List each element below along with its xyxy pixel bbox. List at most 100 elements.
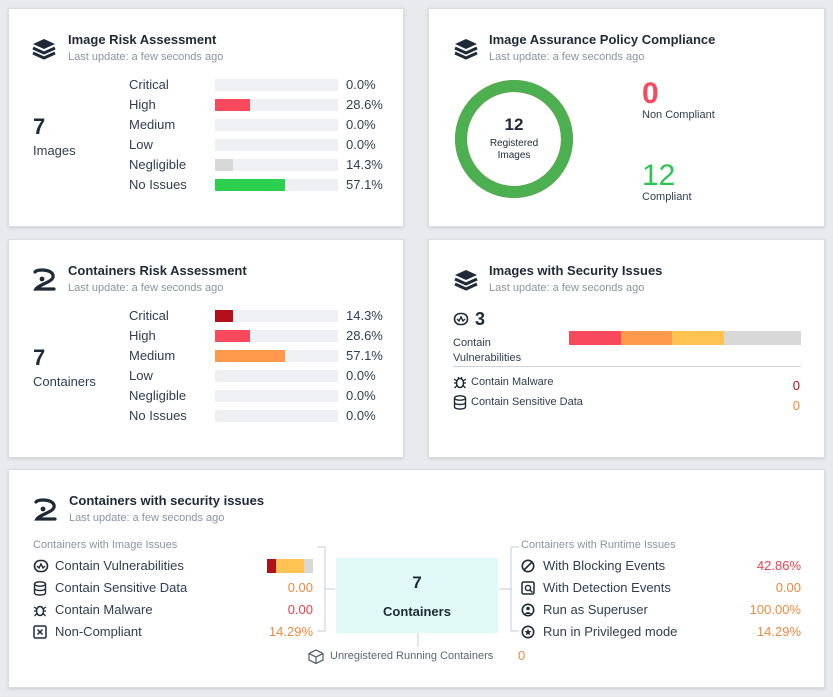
row-value: 100.00% — [749, 602, 801, 617]
image-issue-sensitive-data[interactable]: Contain Sensitive Data 0.00 — [33, 579, 313, 597]
last-update: Last update: a few seconds ago — [489, 51, 645, 63]
row-label: Non-Compliant — [55, 624, 142, 639]
severity-label: Negligible — [129, 388, 187, 403]
policy-compliance-card: Image Assurance Policy Compliance Last u… — [428, 8, 825, 227]
images-security-card: Images with Security Issues Last update:… — [428, 239, 825, 458]
severity-percent: 0.0% — [346, 117, 376, 132]
severity-bar-fill — [215, 99, 251, 111]
severity-bar-track — [215, 179, 338, 191]
row-value: 0.00 — [775, 580, 801, 595]
donut-compliant-arc — [455, 80, 573, 198]
severity-label: High — [129, 328, 156, 343]
vulnerability-severity-bar — [569, 331, 801, 345]
risk-row-critical[interactable]: Critical 14.3% — [9, 308, 403, 324]
severity-percent: 0.0% — [346, 388, 376, 403]
layers-icon — [454, 270, 478, 291]
severity-percent: 28.6% — [346, 97, 383, 112]
non-compliant-count: 0 — [642, 77, 659, 110]
runtime-privileged-mode[interactable]: Run in Privileged mode 14.29% — [521, 623, 801, 641]
database-icon — [33, 581, 47, 596]
bar-segment — [569, 331, 621, 345]
severity-label: No Issues — [129, 408, 187, 423]
severity-label: Critical — [129, 77, 169, 92]
row-label: Run as Superuser — [543, 602, 648, 617]
severity-percent: 0.0% — [346, 137, 376, 152]
database-icon — [453, 395, 467, 410]
last-update: Last update: a few seconds ago — [489, 282, 645, 294]
risk-row-medium[interactable]: Medium 0.0% — [9, 117, 403, 133]
total-images: 7 — [33, 114, 46, 139]
superuser-icon — [521, 603, 535, 617]
bar-segment — [267, 559, 277, 573]
sensitive-data-value: 0 — [792, 398, 800, 413]
containers-security-card: Containers with security issues Last upd… — [8, 469, 825, 688]
row-value: 0.00 — [287, 580, 313, 595]
containers-total-number: 7 — [412, 573, 422, 592]
detection-icon — [521, 581, 535, 595]
image-risk-card: Image Risk Assessment Last update: a few… — [8, 8, 404, 227]
row-label: Contain Sensitive Data — [55, 580, 188, 595]
runtime-detection-events[interactable]: With Detection Events 0.00 — [521, 579, 801, 597]
bar-segment — [303, 559, 313, 573]
risk-row-no-issues[interactable]: No Issues 57.1% — [9, 177, 403, 193]
severity-percent: 0.0% — [346, 408, 376, 423]
severity-percent: 57.1% — [346, 348, 383, 363]
row-value: 14.29% — [268, 624, 313, 639]
last-update: Last update: a few seconds ago — [69, 512, 225, 524]
card-title: Containers with security issues — [69, 493, 265, 508]
compliant-count: 12 — [642, 159, 676, 192]
containers-total-box[interactable]: 7 Containers — [336, 558, 498, 633]
risk-row-medium[interactable]: Medium 57.1% — [9, 348, 403, 364]
risk-row-low[interactable]: Low 0.0% — [9, 137, 403, 153]
connector-lines — [317, 546, 519, 647]
bug-icon — [33, 605, 47, 617]
sensitive-data-label: Contain Sensitive Data — [471, 396, 583, 408]
image-issue-non-compliant[interactable]: Non-Compliant 14.29% — [33, 623, 313, 641]
severity-bar-track — [215, 330, 338, 342]
row-label: With Detection Events — [543, 580, 671, 595]
risk-row-low[interactable]: Low 0.0% — [9, 368, 403, 384]
compliance-donut-chart — [455, 80, 573, 198]
image-issue-malware[interactable]: Contain Malware 0.00 — [33, 601, 313, 619]
risk-row-negligible[interactable]: Negligible 0.0% — [9, 388, 403, 404]
severity-label: Critical — [129, 308, 169, 323]
donut-label: Registered Images — [489, 138, 539, 161]
unregistered-containers[interactable]: Unregistered Running Containers 0 — [308, 647, 538, 665]
risk-row-high[interactable]: High 28.6% — [9, 97, 403, 113]
donut-number: 12 — [504, 115, 524, 134]
image-issues-header: Containers with Image Issues — [33, 539, 178, 551]
row-label: With Blocking Events — [543, 558, 666, 573]
severity-bar-fill — [215, 330, 251, 342]
severity-percent: 28.6% — [346, 328, 383, 343]
card-title: Containers Risk Assessment — [68, 263, 247, 278]
container-icon — [34, 498, 57, 521]
box-icon — [308, 649, 324, 664]
image-issue-vulnerabilities[interactable]: Contain Vulnerabilities — [33, 557, 313, 575]
severity-label: Low — [129, 368, 153, 383]
layers-icon — [454, 39, 478, 60]
total-images-label: Images — [33, 143, 76, 158]
non-compliant-icon — [33, 625, 47, 639]
severity-percent: 0.0% — [346, 77, 376, 92]
risk-row-high[interactable]: High 28.6% — [9, 328, 403, 344]
compliant-label: Compliant — [642, 191, 692, 203]
severity-label: Low — [129, 137, 153, 152]
card-title: Images with Security Issues — [489, 263, 663, 278]
severity-percent: 14.3% — [346, 157, 383, 172]
runtime-blocking-events[interactable]: With Blocking Events 42.86% — [521, 557, 801, 575]
unregistered-value: 0 — [518, 648, 526, 663]
severity-percent: 14.3% — [346, 308, 383, 323]
row-label: Contain Malware — [55, 602, 153, 617]
risk-row-no-issues[interactable]: No Issues 0.0% — [9, 408, 403, 424]
severity-bar-track — [215, 350, 338, 362]
risk-row-critical[interactable]: Critical 0.0% — [9, 77, 403, 93]
bar-segment — [723, 331, 801, 345]
vulnerability-count: 3 — [475, 309, 486, 329]
bar-segment — [276, 559, 304, 573]
container-icon — [33, 268, 56, 291]
risk-row-negligible[interactable]: Negligible 14.3% — [9, 157, 403, 173]
runtime-superuser[interactable]: Run as Superuser 100.00% — [521, 601, 801, 619]
severity-label: Medium — [129, 117, 176, 132]
unregistered-label: Unregistered Running Containers — [330, 650, 494, 662]
severity-bar-track — [215, 370, 338, 382]
